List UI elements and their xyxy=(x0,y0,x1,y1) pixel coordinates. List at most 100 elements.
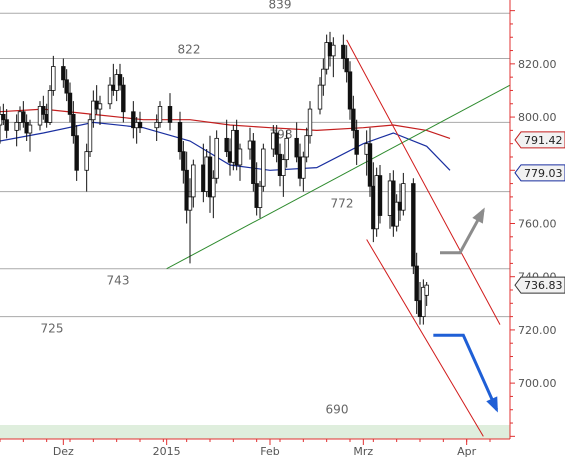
candle-body-down xyxy=(117,74,123,86)
candle xyxy=(341,34,346,70)
value-tag-box xyxy=(514,276,565,294)
candle xyxy=(51,55,56,96)
candle xyxy=(181,141,186,184)
value-tag-label: 736.83 xyxy=(524,279,563,292)
candle xyxy=(121,77,126,123)
level-label-772: 772 xyxy=(331,197,354,211)
candle-body-down xyxy=(71,114,76,137)
candle-body-up xyxy=(301,156,306,179)
value-tag-label: 791.42 xyxy=(524,134,563,147)
candle xyxy=(4,109,9,139)
candle xyxy=(87,114,93,157)
candle-body-down xyxy=(131,111,136,129)
last-value-tag: 791.42 xyxy=(514,131,565,149)
candle-body-up xyxy=(237,148,243,166)
candle xyxy=(67,82,73,123)
candle-body-down xyxy=(207,156,213,198)
candle-body-down xyxy=(411,183,416,267)
candle-body-up xyxy=(27,124,33,134)
candle xyxy=(321,58,326,96)
value-tag-box xyxy=(514,164,565,182)
arrow-line-2 xyxy=(433,333,499,411)
candle xyxy=(401,172,406,216)
candle xyxy=(284,130,289,168)
candle xyxy=(74,125,79,181)
candle xyxy=(191,159,196,208)
candle-body-up xyxy=(284,137,289,161)
candle-body-up xyxy=(261,148,266,187)
candle xyxy=(41,95,46,120)
candle xyxy=(207,135,213,213)
bottom-band xyxy=(0,425,510,439)
candle-body-up xyxy=(421,286,426,318)
value-tag-box xyxy=(514,131,565,149)
candle-body-up xyxy=(107,84,113,105)
candle xyxy=(21,101,26,128)
candle xyxy=(351,95,356,139)
candle xyxy=(64,69,69,102)
candle-body-down xyxy=(251,140,256,184)
level-label-839: 839 xyxy=(269,0,292,11)
moving-averages xyxy=(0,108,451,171)
arrow-head-1 xyxy=(472,207,485,224)
candle-body-up xyxy=(187,196,193,211)
candle xyxy=(424,282,429,306)
y-tick-label: 760.00 xyxy=(518,217,557,230)
candle-body-up xyxy=(97,103,103,110)
candle-body-down xyxy=(67,92,73,115)
candle-body-up xyxy=(47,90,53,123)
x-tick-label: Feb xyxy=(260,445,279,458)
candle-body-up xyxy=(154,121,159,129)
candle xyxy=(71,101,76,144)
candle xyxy=(367,127,373,197)
candle xyxy=(137,111,143,134)
candle-body-up xyxy=(307,108,313,137)
candle-body-down xyxy=(377,175,383,216)
trendline-3 xyxy=(366,239,484,437)
candle xyxy=(307,101,313,144)
candle-body-up xyxy=(91,100,96,121)
moving-average-line-2 xyxy=(0,121,451,171)
y-tick-label: 720.00 xyxy=(518,324,557,337)
candle-body-down xyxy=(344,58,349,73)
candle xyxy=(157,101,163,128)
candle xyxy=(377,164,383,224)
candle-body-down xyxy=(41,106,46,115)
candles xyxy=(0,31,429,325)
candle xyxy=(187,178,193,264)
candle xyxy=(27,119,33,152)
candle-body-down xyxy=(1,114,6,121)
candle xyxy=(274,125,279,163)
candle-body-down xyxy=(121,84,126,113)
candle xyxy=(411,178,416,275)
last-value-tags: 791.42 779.03 736.83 xyxy=(514,131,565,294)
arrow-head-2 xyxy=(486,396,498,413)
candle-body-up xyxy=(191,164,196,198)
candle xyxy=(317,77,323,115)
candle xyxy=(347,61,353,120)
level-label-822: 822 xyxy=(178,43,201,57)
candle-body-down xyxy=(184,169,189,211)
candle xyxy=(61,58,66,88)
x-tick-label: Apr xyxy=(457,445,477,458)
candle xyxy=(154,114,159,142)
y-tick-label: 800.00 xyxy=(518,111,557,124)
level-label-743: 743 xyxy=(107,274,130,288)
candle-body-down xyxy=(341,44,346,59)
candle-body-down xyxy=(414,265,419,302)
x-tick-label: Mrz xyxy=(353,445,373,458)
candle-body-down xyxy=(137,121,143,129)
candle xyxy=(107,77,113,110)
level-label-725: 725 xyxy=(41,322,64,336)
candle-body-down xyxy=(181,151,186,171)
level-label-690: 690 xyxy=(326,403,349,417)
x-tick-label: 2015 xyxy=(153,445,181,458)
candle-body-down xyxy=(64,79,69,94)
candle xyxy=(304,127,309,163)
candle-body-up xyxy=(304,135,309,158)
candle xyxy=(344,45,349,83)
candle xyxy=(261,143,266,192)
candle xyxy=(394,194,399,232)
candle xyxy=(237,143,243,181)
